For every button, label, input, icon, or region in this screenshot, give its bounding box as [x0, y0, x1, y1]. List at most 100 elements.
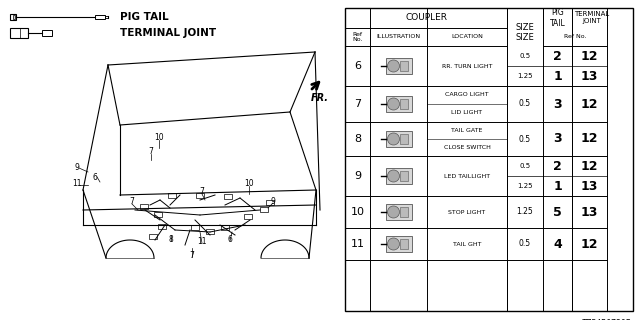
Text: TAIL GHT: TAIL GHT — [452, 242, 481, 246]
Text: 1: 1 — [553, 69, 562, 83]
Circle shape — [387, 170, 399, 182]
Circle shape — [387, 98, 399, 110]
Text: LED TAILLIGHT: LED TAILLIGHT — [444, 173, 490, 179]
Bar — [221, 225, 229, 230]
Text: 10: 10 — [154, 133, 164, 142]
Bar — [260, 207, 268, 212]
Text: 8: 8 — [354, 134, 361, 144]
Text: 6: 6 — [93, 172, 97, 181]
Text: LID LIGHT: LID LIGHT — [451, 110, 483, 116]
Text: Ref No.: Ref No. — [564, 35, 586, 39]
Bar — [191, 225, 199, 230]
Text: SIZE: SIZE — [516, 22, 534, 31]
Text: 1: 1 — [553, 180, 562, 193]
Text: FR.: FR. — [311, 93, 329, 103]
Text: 11: 11 — [72, 179, 82, 188]
Bar — [399, 99, 408, 109]
Text: 0.5: 0.5 — [519, 239, 531, 249]
Text: 4: 4 — [553, 237, 562, 251]
Bar — [385, 131, 412, 147]
Text: 7: 7 — [354, 99, 361, 109]
Bar — [244, 214, 252, 219]
Bar — [10, 28, 28, 38]
Text: 12: 12 — [580, 237, 598, 251]
Text: 1.25: 1.25 — [517, 73, 532, 79]
Text: PIG TAIL: PIG TAIL — [120, 12, 168, 22]
Text: CLOSE SWITCH: CLOSE SWITCH — [444, 145, 490, 150]
Text: 10: 10 — [351, 207, 365, 217]
Text: 13: 13 — [581, 205, 598, 219]
Text: 12: 12 — [580, 50, 598, 62]
Text: 11: 11 — [197, 236, 207, 245]
Text: 0.5: 0.5 — [520, 163, 531, 169]
Bar — [385, 96, 412, 112]
Bar — [385, 168, 412, 184]
Bar — [385, 236, 412, 252]
Text: RR. TURN LIGHT: RR. TURN LIGHT — [442, 63, 492, 68]
Text: 13: 13 — [581, 69, 598, 83]
Bar — [149, 234, 157, 239]
Bar — [385, 204, 412, 220]
Bar — [224, 194, 232, 199]
Text: 0.5: 0.5 — [519, 134, 531, 143]
Text: 3: 3 — [553, 98, 562, 110]
Text: LOCATION: LOCATION — [451, 35, 483, 39]
Circle shape — [387, 238, 399, 250]
Bar — [399, 61, 408, 71]
Text: STOP LIGHT: STOP LIGHT — [449, 210, 486, 214]
Text: 0.5: 0.5 — [519, 100, 531, 108]
Circle shape — [387, 206, 399, 218]
Bar — [266, 200, 274, 205]
Text: 1.25: 1.25 — [516, 207, 533, 217]
Bar — [399, 207, 408, 217]
Bar — [140, 204, 148, 209]
Text: 8: 8 — [168, 235, 173, 244]
Text: TERMINAL JOINT: TERMINAL JOINT — [120, 28, 216, 38]
Text: PIG
TAIL: PIG TAIL — [550, 8, 565, 28]
Circle shape — [387, 60, 399, 72]
Text: 9: 9 — [354, 171, 361, 181]
Text: TAIL GATE: TAIL GATE — [451, 128, 483, 133]
Bar — [196, 193, 204, 198]
Text: 5: 5 — [553, 205, 562, 219]
Bar — [154, 212, 162, 217]
Text: 7: 7 — [200, 188, 204, 196]
Bar — [206, 229, 214, 234]
Text: 3: 3 — [553, 132, 562, 146]
Text: 6: 6 — [354, 61, 361, 71]
Text: 1.25: 1.25 — [517, 183, 532, 189]
Text: CARGO LIGHT: CARGO LIGHT — [445, 92, 489, 98]
Text: 2: 2 — [553, 50, 562, 62]
Text: 0.5: 0.5 — [520, 53, 531, 59]
Text: 7: 7 — [148, 148, 154, 156]
Text: 12: 12 — [580, 159, 598, 172]
Text: 9: 9 — [75, 164, 79, 172]
Text: COUPLER: COUPLER — [405, 13, 447, 22]
Text: TZ54B0730B: TZ54B0730B — [581, 319, 631, 320]
Text: 13: 13 — [581, 180, 598, 193]
Bar — [385, 58, 412, 74]
Text: 9: 9 — [271, 196, 275, 205]
Text: 6: 6 — [228, 235, 232, 244]
Bar — [13, 15, 15, 19]
Text: 12: 12 — [580, 132, 598, 146]
Text: 11: 11 — [351, 239, 365, 249]
Bar — [345, 8, 633, 311]
Text: 10: 10 — [244, 180, 254, 188]
Circle shape — [387, 133, 399, 145]
Bar — [10, 14, 16, 20]
Bar — [399, 239, 408, 249]
Text: 7: 7 — [189, 251, 195, 260]
Text: 2: 2 — [553, 159, 562, 172]
Bar — [399, 171, 408, 181]
Text: 12: 12 — [580, 98, 598, 110]
Text: Ref
No.: Ref No. — [352, 32, 363, 42]
Bar — [158, 224, 166, 229]
Text: TERMINAL
JOINT: TERMINAL JOINT — [574, 12, 610, 25]
Text: 7: 7 — [129, 197, 134, 206]
Text: SIZE: SIZE — [516, 33, 534, 42]
Bar — [95, 15, 105, 19]
Bar — [399, 134, 408, 144]
Text: ILLUSTRATION: ILLUSTRATION — [376, 35, 420, 39]
Bar — [42, 30, 52, 36]
